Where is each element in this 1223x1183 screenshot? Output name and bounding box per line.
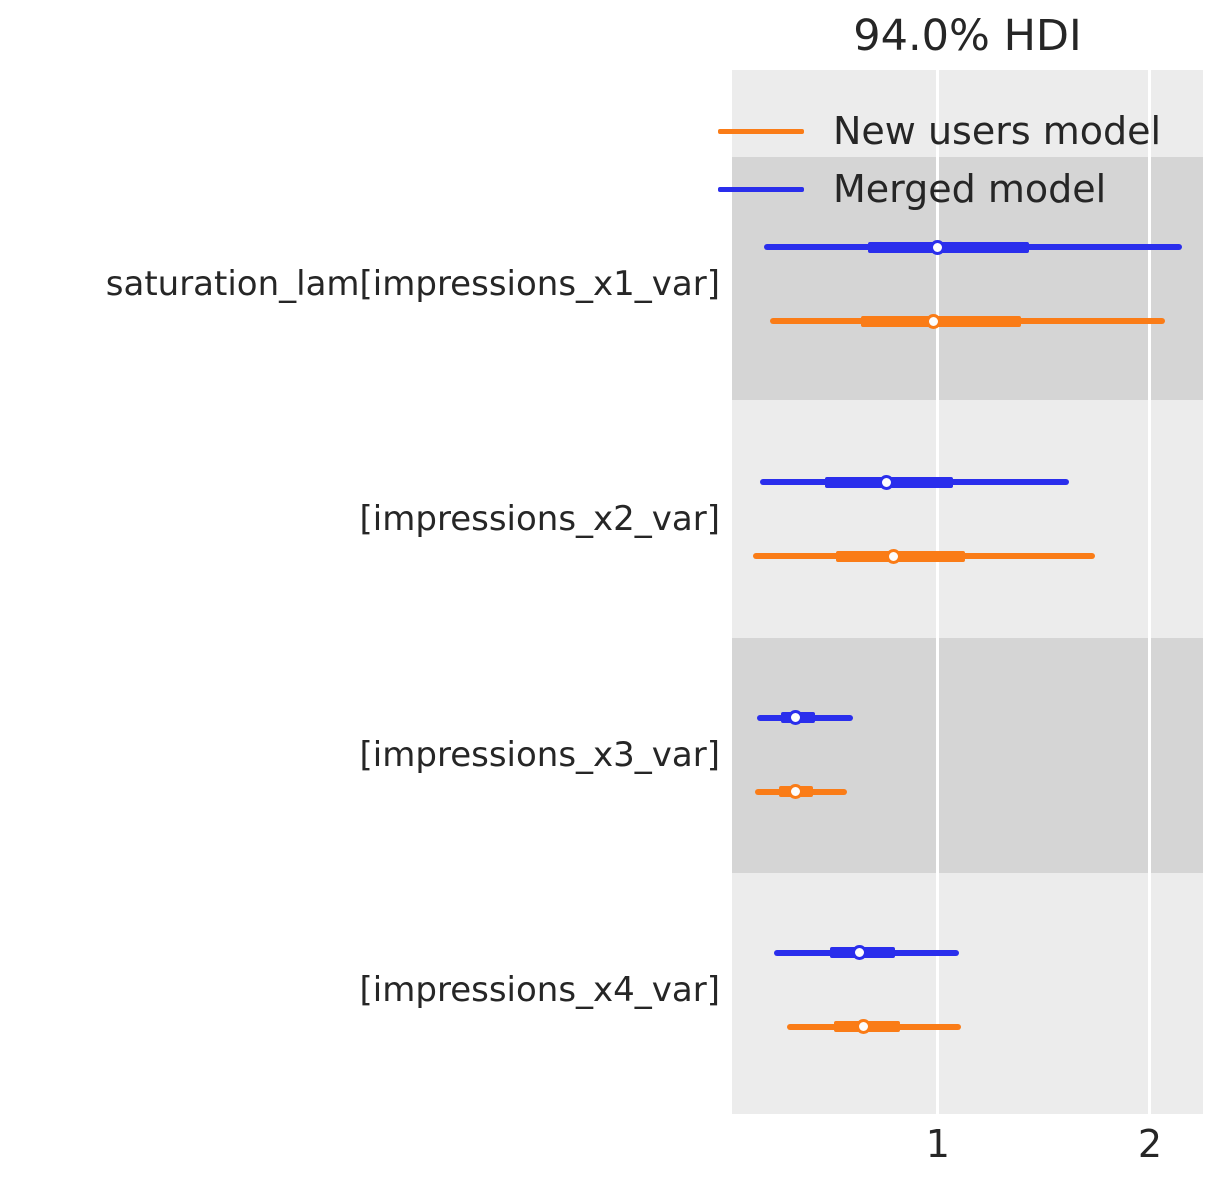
legend-item: New users model [718,102,1161,160]
median-marker [930,239,946,255]
median-marker [926,313,942,329]
median-marker [885,548,901,564]
y-tick-label: [impressions_x2_var] [359,499,720,540]
background-band [732,157,1203,400]
legend-item-label: Merged model [833,167,1107,211]
x-tick-label: 1 [925,1122,950,1166]
median-marker [856,1019,872,1035]
iqr-interval-line [867,241,1030,253]
gridline [1148,70,1152,1114]
x-tick-label: 2 [1137,1122,1163,1166]
background-band [732,638,1203,873]
y-tick-label: [impressions_x4_var] [359,969,720,1010]
median-marker [879,474,895,490]
legend-line-icon [718,128,804,134]
median-marker [851,945,867,961]
legend-line-icon [718,186,804,192]
y-tick-label: saturation_lam[impressions_x1_var] [105,264,720,304]
plot-title: 94.0% HDI [853,11,1082,61]
legend-item-label: New users model [833,109,1162,153]
legend: New users model Merged model [718,102,1161,218]
y-tick-label: [impressions_x3_var] [359,734,720,775]
legend-item: Merged model [718,160,1161,218]
plot-area [732,70,1203,1114]
median-marker [788,710,804,726]
median-marker [788,784,804,800]
gridline [936,70,940,1114]
